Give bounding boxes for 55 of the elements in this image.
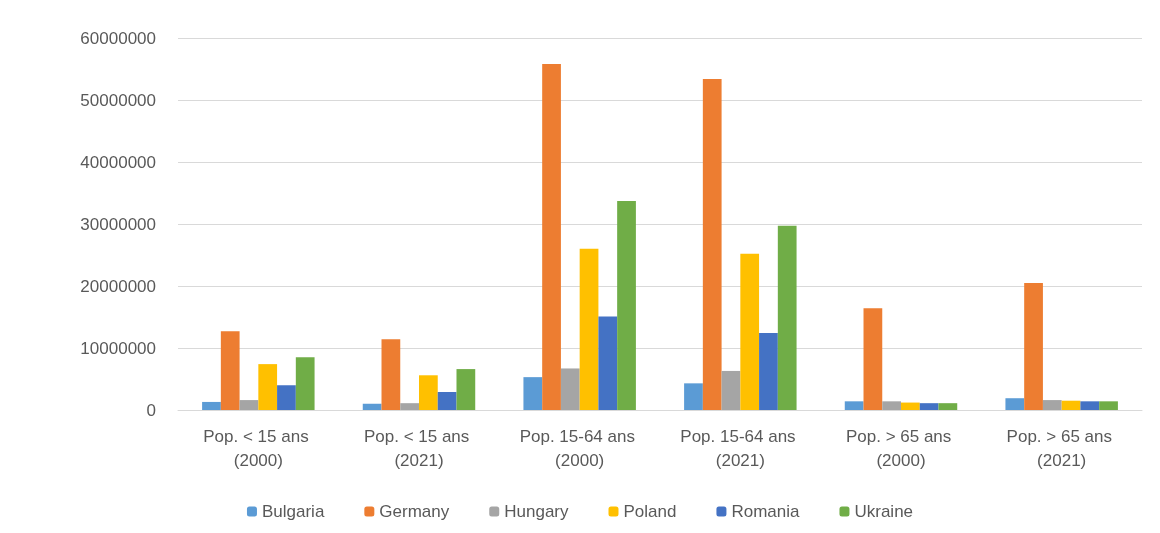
legend-label: Germany	[379, 502, 450, 521]
y-tick-label: 10000000	[80, 338, 156, 358]
bar	[863, 308, 883, 410]
legend-label: Bulgaria	[261, 502, 325, 521]
legend-label: Hungary	[504, 502, 569, 521]
bar	[456, 369, 476, 410]
y-tick-label: 40000000	[80, 152, 156, 172]
bar	[901, 402, 920, 410]
x-tick-label: Pop. > 65 ans (2000)	[845, 426, 957, 470]
bar	[1099, 401, 1118, 410]
bar	[740, 253, 760, 410]
bar	[400, 403, 419, 410]
bar	[702, 78, 722, 410]
bar	[759, 333, 778, 410]
bar	[721, 370, 741, 410]
bar	[1080, 401, 1100, 410]
x-tick-label: Pop. 15-64 ans (2021)	[680, 426, 801, 470]
bar	[258, 364, 278, 410]
y-tick-label: 50000000	[80, 90, 156, 110]
legend-label: Poland	[623, 502, 677, 521]
bar	[1005, 398, 1025, 410]
bar	[617, 201, 636, 410]
x-tick-label: Pop. < 15 ans (2000)	[203, 426, 314, 470]
bar	[362, 403, 382, 410]
bar	[295, 357, 315, 410]
bar	[419, 375, 438, 410]
bar	[523, 377, 543, 410]
bar	[277, 385, 296, 410]
y-tick-label: 20000000	[80, 276, 156, 296]
bar	[437, 392, 457, 410]
bar	[560, 368, 580, 410]
bar	[220, 331, 240, 410]
x-tick-label: Pop. 15-64 ans (2000)	[519, 426, 640, 470]
bar	[239, 400, 259, 410]
bar	[1061, 400, 1081, 410]
bar	[844, 401, 864, 410]
bar	[579, 248, 599, 410]
bar	[542, 64, 561, 410]
legend-label: Ukraine	[854, 502, 914, 521]
bar	[598, 316, 618, 410]
bar	[777, 225, 797, 410]
bar	[919, 403, 939, 410]
bar	[684, 383, 703, 410]
bar	[882, 401, 901, 410]
y-tick-label: 60000000	[80, 28, 156, 48]
bar	[1024, 282, 1043, 410]
bar	[938, 403, 958, 410]
bar	[202, 401, 221, 410]
bar	[1042, 400, 1062, 410]
legend-label: Romania	[731, 502, 801, 521]
bar	[381, 339, 401, 410]
x-tick-label: Pop. < 15 ans (2021)	[363, 426, 475, 470]
y-tick-label: 0	[146, 400, 156, 420]
x-tick-label: Pop. > 65 ans (2021)	[1006, 426, 1117, 470]
y-tick-label: 30000000	[80, 214, 156, 234]
